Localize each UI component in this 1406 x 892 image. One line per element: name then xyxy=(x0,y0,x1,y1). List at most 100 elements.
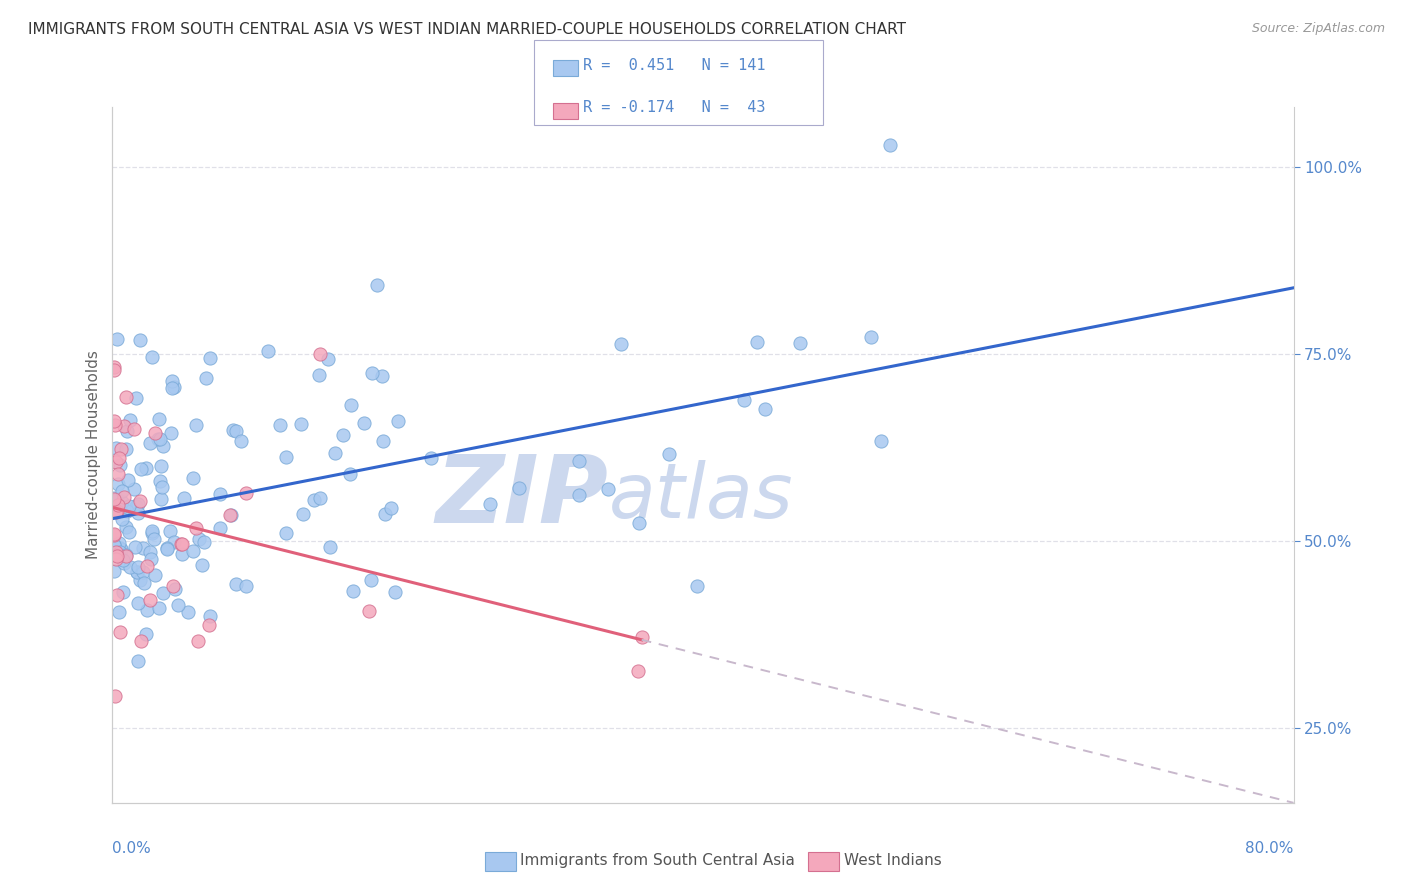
Point xyxy=(149,459,172,474)
Point xyxy=(274,525,297,540)
Point xyxy=(225,425,247,439)
Point xyxy=(108,536,131,550)
Point xyxy=(197,617,219,632)
Point xyxy=(110,442,132,456)
Point xyxy=(129,462,152,476)
Point xyxy=(309,346,332,360)
Point xyxy=(308,368,330,383)
Point xyxy=(115,504,138,518)
Point xyxy=(127,560,149,574)
Point xyxy=(200,609,222,624)
Point xyxy=(104,418,127,433)
Point xyxy=(120,560,142,574)
Point xyxy=(360,574,382,588)
Point xyxy=(165,582,187,597)
Point xyxy=(127,566,149,580)
Point xyxy=(103,538,125,552)
Point xyxy=(107,498,129,512)
Point xyxy=(184,417,207,432)
Point xyxy=(747,334,769,349)
Point xyxy=(160,374,183,388)
Point xyxy=(127,497,149,511)
Point xyxy=(754,402,776,417)
Point xyxy=(136,558,159,573)
Point xyxy=(371,369,394,384)
Point xyxy=(420,451,443,466)
Text: R = -0.174   N =  43: R = -0.174 N = 43 xyxy=(583,101,766,115)
Point xyxy=(630,630,652,644)
Point xyxy=(598,483,620,497)
Point xyxy=(104,454,127,468)
Point xyxy=(103,527,125,541)
Point xyxy=(117,499,139,513)
Point xyxy=(103,538,125,552)
Point xyxy=(339,467,361,482)
Point xyxy=(118,413,141,427)
Point xyxy=(132,541,155,555)
Point xyxy=(105,505,128,519)
Point xyxy=(115,390,138,404)
Point xyxy=(105,545,128,559)
Point xyxy=(107,491,129,506)
Point xyxy=(191,558,214,572)
Point xyxy=(143,532,166,546)
Point xyxy=(112,490,135,504)
Point xyxy=(219,508,242,523)
Point xyxy=(374,507,396,521)
Point xyxy=(384,584,406,599)
Point xyxy=(103,564,125,578)
Point xyxy=(686,579,709,593)
Point xyxy=(173,491,195,505)
Point xyxy=(105,441,128,455)
Point xyxy=(122,422,145,436)
Point xyxy=(141,350,163,364)
Point xyxy=(112,419,135,434)
Text: Source: ZipAtlas.com: Source: ZipAtlas.com xyxy=(1251,22,1385,36)
Point xyxy=(108,544,131,558)
Point xyxy=(353,416,375,430)
Point xyxy=(107,467,129,482)
Point xyxy=(332,428,354,442)
Point xyxy=(129,574,152,588)
Point xyxy=(112,553,135,567)
Point xyxy=(132,576,155,591)
Point xyxy=(235,486,257,500)
Point xyxy=(479,497,502,511)
Point xyxy=(162,579,184,593)
Point xyxy=(156,541,179,556)
Point xyxy=(108,605,131,619)
Point xyxy=(138,435,160,450)
Point xyxy=(360,367,382,381)
Point xyxy=(568,454,591,468)
Point xyxy=(110,512,132,526)
Point xyxy=(187,532,209,546)
Point xyxy=(160,381,183,395)
Point xyxy=(145,568,167,582)
Point xyxy=(115,442,138,456)
Point xyxy=(139,545,162,559)
Point xyxy=(323,446,346,460)
Point xyxy=(181,471,204,485)
Point xyxy=(105,588,128,602)
Text: atlas: atlas xyxy=(609,459,793,533)
Point xyxy=(141,524,163,538)
Point xyxy=(789,336,811,351)
Point xyxy=(209,521,232,535)
Point xyxy=(194,371,217,385)
Point xyxy=(221,423,243,437)
Point xyxy=(105,549,128,563)
Point xyxy=(627,664,650,678)
Point xyxy=(733,393,755,408)
Point xyxy=(627,516,650,530)
Point xyxy=(859,329,882,343)
Point xyxy=(172,548,194,562)
Point xyxy=(127,565,149,579)
Point xyxy=(658,447,681,461)
Point xyxy=(879,137,901,152)
Point xyxy=(177,606,200,620)
Point xyxy=(148,601,170,615)
Text: West Indians: West Indians xyxy=(844,854,942,868)
Point xyxy=(122,482,145,496)
Point xyxy=(186,634,208,648)
Point xyxy=(132,566,155,580)
